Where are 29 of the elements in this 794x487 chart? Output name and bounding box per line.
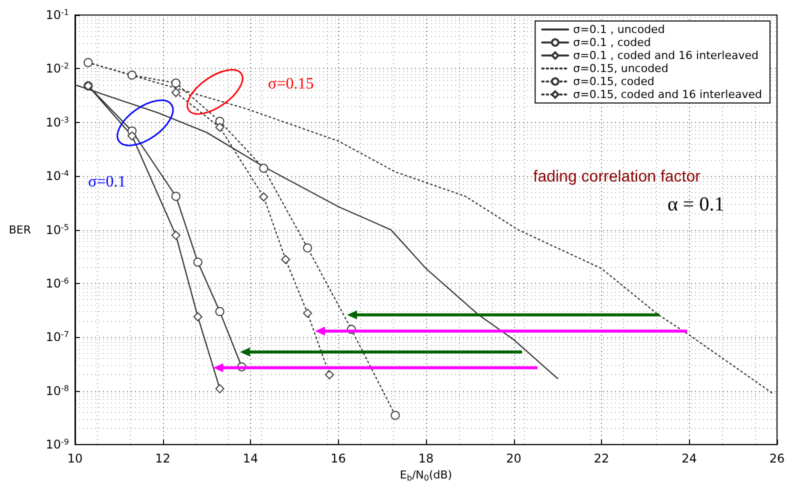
annotation: fading correlation factor: [533, 168, 702, 186]
y-tick-label: 10$^{-5}$: [46, 222, 69, 237]
y-tick-label: 10$^{-2}$: [46, 61, 69, 76]
y-tick-label: 10$^{-1}$: [46, 8, 69, 22]
annotation: σ=0.1: [88, 173, 126, 190]
x-tick-label: 22: [594, 452, 610, 466]
x-tick-label: 20: [506, 452, 522, 466]
y-tick-label: 10$^{-4}$: [46, 168, 69, 184]
x-tick-label: 14: [242, 452, 258, 466]
legend-label: σ=0.1 , coded and 16 interleaved: [573, 49, 759, 62]
y-tick-label: 10$^{-7}$: [46, 330, 69, 344]
legend-label: σ=0.1 , coded: [573, 36, 651, 49]
y-tick-label: 10$^{-9}$: [46, 437, 69, 452]
x-tick-label: 16: [330, 452, 346, 466]
x-tick-label: 24: [682, 452, 697, 466]
x-tick-label: 26: [769, 452, 785, 466]
y-tick-label: 10$^{-3}$: [46, 114, 69, 130]
legend-label: σ=0.15, coded: [573, 75, 654, 88]
annotation: σ=0.15: [268, 76, 314, 93]
legend-label: σ=0.15, uncoded: [573, 62, 668, 75]
x-tick-label: 10: [67, 452, 83, 466]
x-tick-label: 18: [418, 452, 434, 466]
legend-label: σ=0.15, coded and 16 interleaved: [573, 88, 762, 101]
y-axis-title: BER: [8, 223, 32, 236]
annotation: α = 0.1: [667, 193, 724, 216]
x-tick-label: 12: [155, 452, 170, 466]
y-tick-label: 10$^{-8}$: [46, 383, 69, 398]
legend-label: σ=0.1 , uncoded: [573, 23, 665, 36]
y-tick-label: 10$^{-6}$: [46, 276, 69, 290]
